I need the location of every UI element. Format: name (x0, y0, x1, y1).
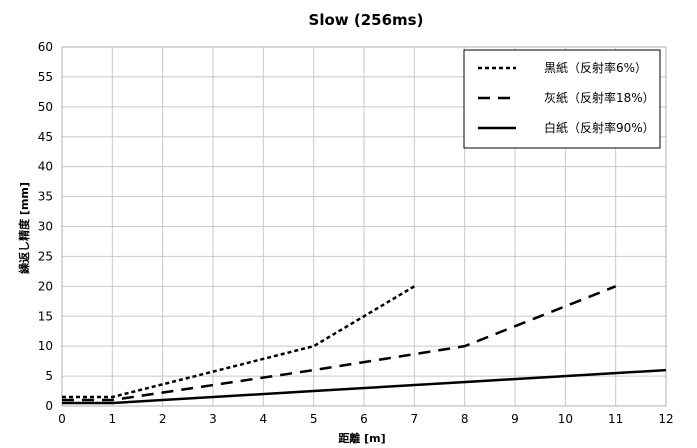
x-tick-label: 2 (159, 412, 167, 426)
y-tick-label: 0 (45, 399, 53, 413)
series-line-2 (62, 285, 617, 402)
x-tick-label: 1 (109, 412, 117, 426)
y-axis-label: 繰返し精度 [mm] (17, 182, 31, 274)
x-tick-label: 12 (658, 412, 673, 426)
x-tick-label: 9 (511, 412, 519, 426)
legend: 黒紙（反射率6%） 灰紙（反射率18%） 白紙（反射率90%） (463, 49, 661, 149)
legend-label: 黒紙（反射率6%） (544, 60, 647, 75)
y-tick-label: 10 (38, 339, 53, 353)
plot-area (61, 46, 667, 407)
legend-label: 灰紙（反射率18%） (544, 90, 655, 105)
chart-title: Slow (256ms) (309, 11, 424, 29)
legend-label: 白紙（反射率90%） (544, 120, 655, 135)
y-tick-label: 55 (38, 70, 53, 84)
series-line-3 (62, 368, 667, 405)
x-tick-label: 6 (360, 412, 368, 426)
x-tick-label: 5 (310, 412, 318, 426)
y-tick-label: 40 (38, 160, 53, 174)
y-tick-label: 45 (38, 130, 53, 144)
x-tick-label: 0 (58, 412, 66, 426)
legend-box (463, 49, 661, 149)
series-lines (62, 285, 667, 405)
x-axis-label: 距離 [m] (338, 431, 385, 445)
x-tick-label: 10 (558, 412, 573, 426)
x-tick-label: 11 (608, 412, 623, 426)
y-tick-label: 20 (38, 279, 53, 293)
y-tick-label: 50 (38, 100, 53, 114)
y-tick-label: 5 (45, 369, 53, 383)
y-tick-label: 60 (38, 40, 53, 54)
y-tick-label: 25 (38, 249, 53, 263)
x-tick-label: 7 (411, 412, 419, 426)
y-tick-label: 15 (38, 309, 53, 323)
x-tick-label: 3 (209, 412, 217, 426)
x-tick-label: 8 (461, 412, 469, 426)
y-tick-label: 35 (38, 190, 53, 204)
series-line-1 (62, 285, 415, 399)
y-tick-label: 30 (38, 220, 53, 234)
x-tick-label: 4 (260, 412, 268, 426)
